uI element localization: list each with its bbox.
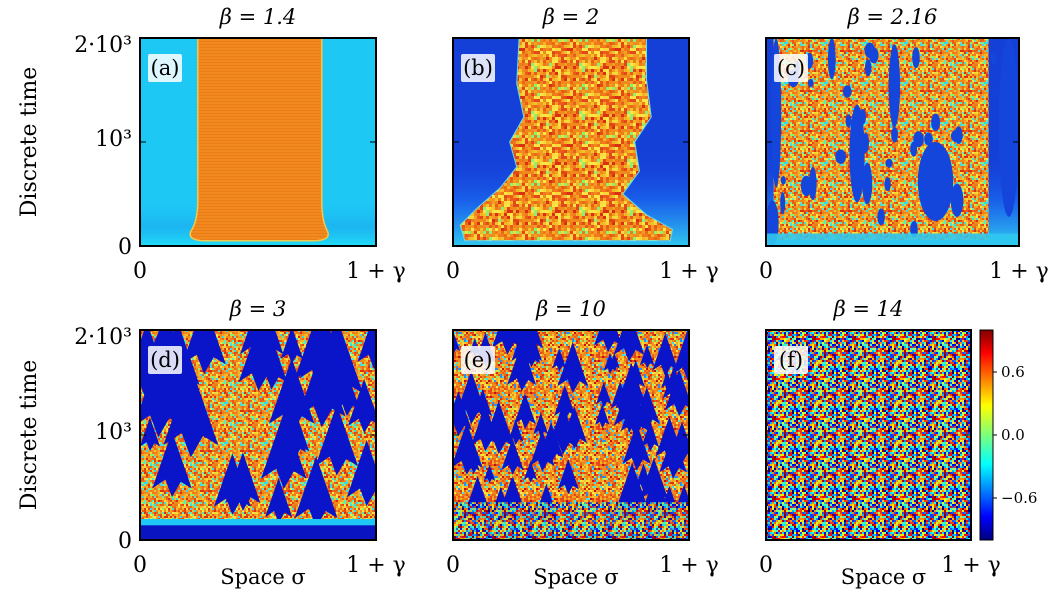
colorbar-gradient	[979, 329, 994, 541]
colorbar-tick-label: 0.6	[1001, 363, 1025, 381]
panel-d: (d) β = 3	[139, 297, 377, 541]
panel-title: β = 3	[229, 297, 286, 321]
panel-c: (c) β = 2.16	[765, 5, 1020, 247]
y-tick-label: 0	[118, 235, 132, 260]
x-tick-label: 0	[133, 259, 147, 284]
panel-label: (e)	[461, 346, 495, 374]
panel-title: β = 10	[535, 297, 606, 321]
axis-ticks: 0 1 + γ	[446, 37, 719, 284]
x-tick-label: 1 + γ	[346, 553, 406, 578]
panel-label: (f)	[774, 346, 808, 374]
panel-label: (a)	[148, 54, 182, 82]
panel-label-text: (f)	[779, 348, 803, 372]
panels: (a) β = 1.4 (b) β = 2 (c) β = 2.16 (d) β = 3 (e)…	[139, 5, 1020, 541]
x-axis-label: Space σ	[841, 565, 927, 589]
x-tick-label: 0	[446, 259, 460, 284]
x-tick-label: 0	[759, 553, 773, 578]
y-tick-label: 0	[118, 529, 132, 554]
axis-ticks: 0 10³ 2·10³ Discrete time 0 1 + γ	[17, 33, 406, 284]
panel-title: β = 2.16	[847, 5, 938, 29]
y-axis-label: Discrete time	[17, 360, 42, 510]
axis-ticks: 0 1 + γ	[759, 37, 1049, 284]
x-tick-label: 1 + γ	[346, 259, 406, 284]
panel-title: β = 2	[542, 5, 599, 29]
axis-ticks: 0 1 + γ Space σ	[446, 329, 719, 589]
panel-label-text: (c)	[777, 56, 805, 80]
colorbar-tick-label: 0.0	[1001, 426, 1025, 444]
panel-label: (c)	[774, 54, 808, 82]
x-tick-label: 0	[759, 259, 773, 284]
x-tick-label: 0	[446, 553, 460, 578]
panel-a: (a) β = 1.4	[139, 5, 377, 247]
y-tick-label: 2·10³	[74, 33, 132, 58]
axis-ticks: 0 10³ 2·10³ Discrete time 0 1 + γ Space σ	[17, 325, 406, 589]
colorbar-tick-label: −0.6	[1001, 489, 1037, 507]
panel-b: (b) β = 2	[452, 5, 690, 247]
panel-e: (e) β = 10	[452, 297, 690, 541]
colorbar: 0.6 0.0 −0.6	[979, 329, 1037, 541]
panel-label: (d)	[148, 346, 182, 374]
panel-label-text: (a)	[151, 56, 180, 80]
panel-title: β = 1.4	[219, 5, 296, 29]
x-tick-label: 1 + γ	[941, 553, 1001, 578]
panel-label-text: (d)	[150, 348, 180, 372]
axis-ticks: 0 1 + γ Space σ	[759, 329, 1001, 589]
y-tick-label: 10³	[95, 127, 132, 152]
panel-label-text: (e)	[464, 348, 493, 372]
y-tick-label: 10³	[95, 420, 132, 445]
x-axis-label: Space σ	[220, 565, 306, 589]
x-tick-label: 1 + γ	[659, 259, 719, 284]
x-tick-label: 1 + γ	[989, 259, 1049, 284]
x-tick-label: 1 + γ	[659, 553, 719, 578]
x-tick-label: 0	[133, 553, 147, 578]
y-tick-label: 2·10³	[74, 325, 132, 350]
panel-f: (f) β = 14	[765, 297, 972, 541]
axes: 0 10³ 2·10³ Discrete time 0 1 + γ 0 1 + γ 0 1 + γ…	[17, 33, 1049, 589]
panel-label-text: (b)	[463, 56, 493, 80]
panel-title: β = 14	[833, 297, 904, 321]
y-axis-label: Discrete time	[17, 67, 42, 217]
x-axis-label: Space σ	[533, 565, 619, 589]
panel-label: (b)	[461, 54, 495, 82]
